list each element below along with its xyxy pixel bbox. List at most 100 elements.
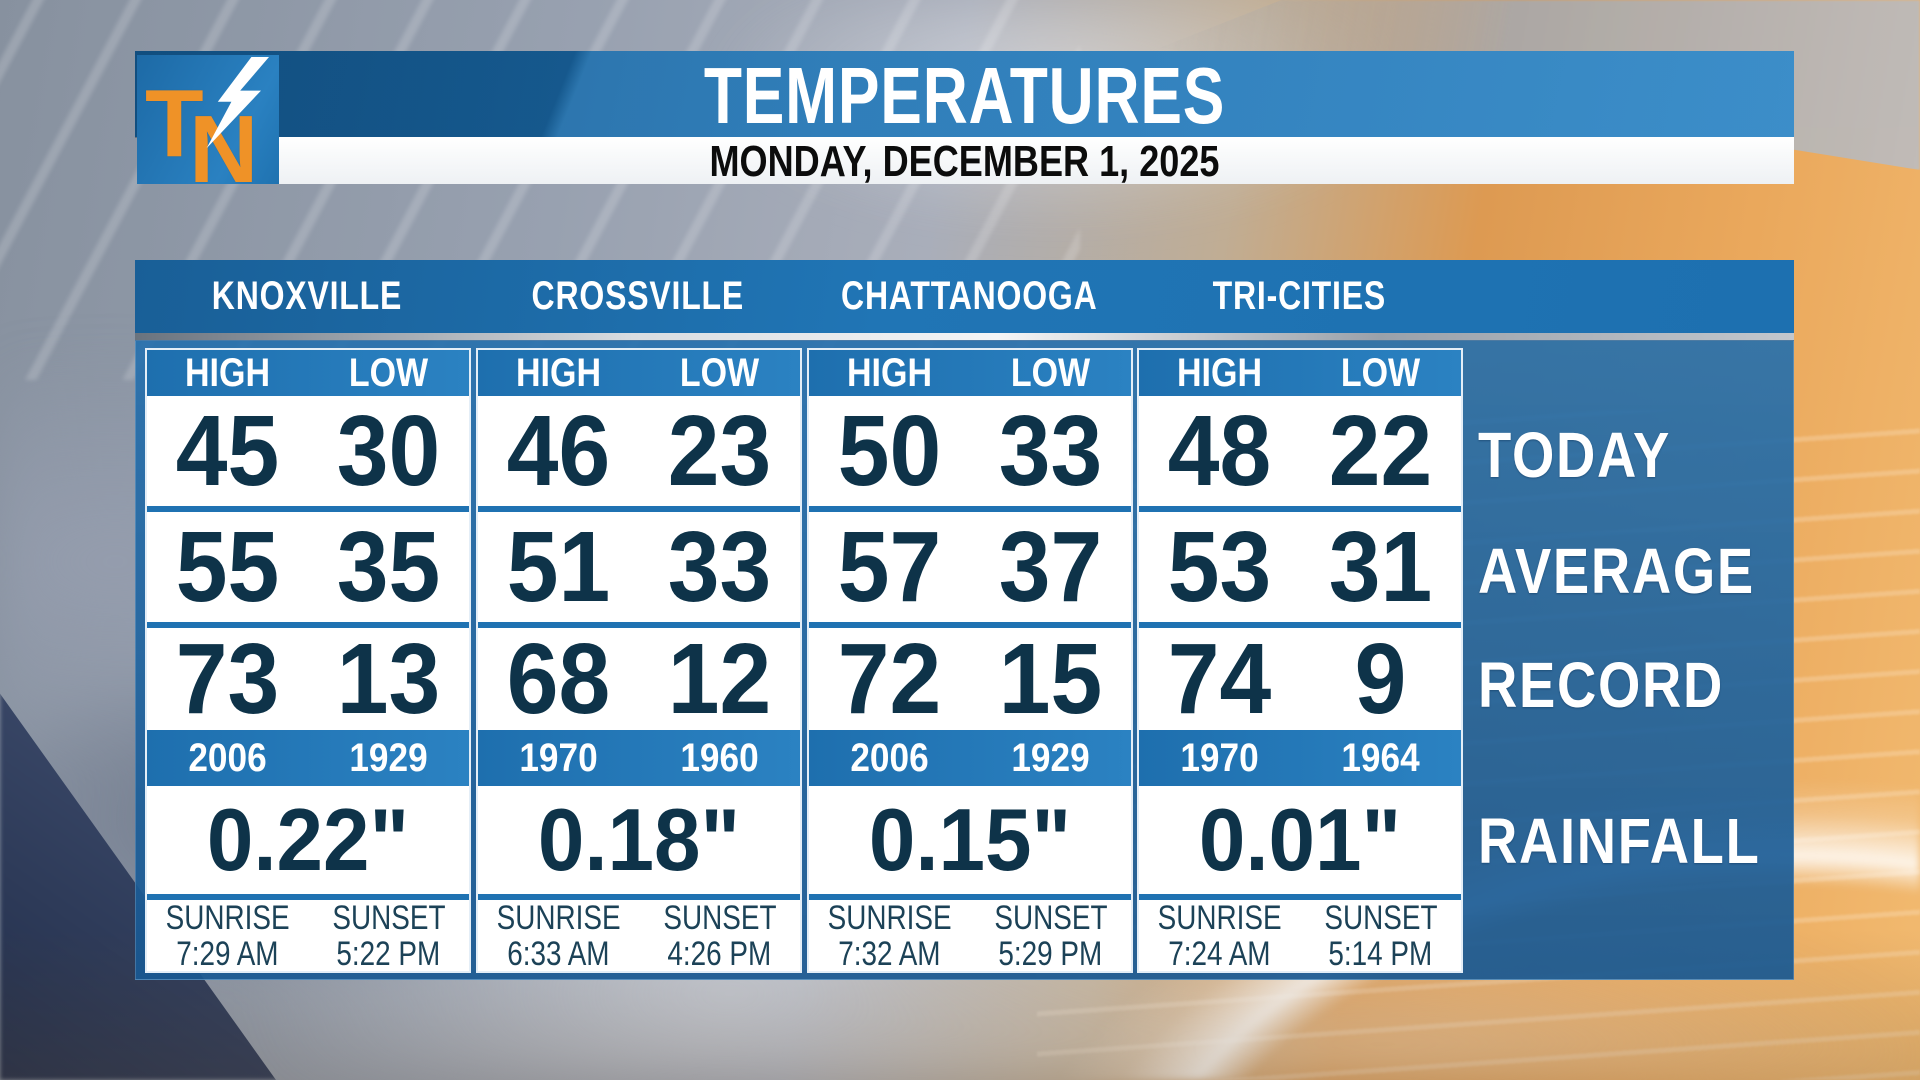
sunrise-time: 7:29 AM — [176, 934, 279, 973]
today-row: 46 23 — [478, 396, 800, 506]
city-name-knoxville: KNOXVILLE — [144, 260, 470, 333]
average-row: 53 31 — [1139, 512, 1461, 622]
sunrise-label: SUNRISE — [827, 898, 952, 937]
average-low-value: 33 — [667, 511, 772, 623]
average-low-value: 35 — [336, 511, 441, 623]
city-name-label: KNOXVILLE — [211, 274, 403, 318]
record-high-value: 73 — [175, 623, 280, 735]
average-high-value: 53 — [1167, 511, 1272, 623]
today-high-value: 45 — [175, 395, 280, 507]
sunset-time: 4:26 PM — [667, 934, 772, 973]
weather-panel: TEMPERATURES MONDAY, DECEMBER 1, 2025 T … — [135, 51, 1794, 980]
rainfall-value: 0.01" — [1198, 790, 1402, 889]
date-strip — [279, 137, 1794, 184]
sunrise-time: 7:32 AM — [838, 934, 941, 973]
sunset-cell: SUNSET 5:14 PM — [1300, 900, 1461, 971]
sunset-cell: SUNSET 5:29 PM — [970, 900, 1131, 971]
city-names-bar: KNOXVILLE CROSSVILLE CHATTANOOGA TRI-CIT… — [135, 260, 1794, 333]
record-low-year: 1929 — [349, 735, 428, 780]
row-label-record: RECORD — [1478, 649, 1724, 721]
record-high-year: 1970 — [519, 735, 598, 780]
city-name-tri-cities: TRI-CITIES — [1136, 260, 1462, 333]
sunset-label: SUNSET — [331, 898, 446, 937]
today-high-value: 50 — [837, 395, 942, 507]
record-row: 73 13 — [147, 628, 469, 730]
record-years-row: 2006 1929 — [809, 730, 1131, 786]
sunset-label: SUNSET — [662, 898, 777, 937]
row-divider — [478, 622, 800, 628]
sun-row: SUNRISE 7:24 AM SUNSET 5:14 PM — [1139, 900, 1461, 971]
low-header-label: LOW — [348, 350, 429, 395]
city-column-knoxville: HIGH LOW 45 30 55 35 73 13 2006 1929 0.2… — [145, 348, 471, 973]
sunrise-time: 6:33 AM — [507, 934, 610, 973]
shine-divider — [135, 333, 1794, 340]
high-low-header: HIGH LOW — [478, 350, 800, 396]
record-row: 74 9 — [1139, 628, 1461, 730]
record-low-value: 9 — [1354, 623, 1407, 735]
row-divider — [809, 622, 1131, 628]
record-row: 68 12 — [478, 628, 800, 730]
row-divider — [147, 894, 469, 900]
record-high-year: 2006 — [188, 735, 267, 780]
record-low-value: 15 — [998, 623, 1103, 735]
record-low-value: 13 — [336, 623, 441, 735]
record-low-year: 1960 — [680, 735, 759, 780]
rainfall-value: 0.15" — [868, 790, 1072, 889]
row-label-today: TODAY — [1478, 419, 1671, 491]
record-years-row: 1970 1964 — [1139, 730, 1461, 786]
average-low-value: 37 — [998, 511, 1103, 623]
sun-row: SUNRISE 6:33 AM SUNSET 4:26 PM — [478, 900, 800, 971]
today-high-value: 48 — [1167, 395, 1272, 507]
sunrise-label: SUNRISE — [496, 898, 621, 937]
row-label-average: AVERAGE — [1478, 535, 1755, 607]
high-header-label: HIGH — [516, 350, 601, 395]
date-text: MONDAY, DECEMBER 1, 2025 — [709, 137, 1220, 186]
today-high-value: 46 — [506, 395, 611, 507]
record-low-year: 1964 — [1341, 735, 1420, 780]
high-low-header: HIGH LOW — [1139, 350, 1461, 396]
row-divider — [478, 894, 800, 900]
record-high-value: 68 — [506, 623, 611, 735]
high-header-label: HIGH — [1177, 350, 1262, 395]
today-row: 48 22 — [1139, 396, 1461, 506]
sunset-time: 5:22 PM — [336, 934, 441, 973]
sunset-label: SUNSET — [1323, 898, 1438, 937]
city-name-chattanooga: CHATTANOOGA — [806, 260, 1132, 333]
station-logo: T N — [137, 55, 279, 198]
record-high-value: 72 — [837, 623, 942, 735]
sunset-cell: SUNSET 5:22 PM — [308, 900, 469, 971]
average-low-value: 31 — [1328, 511, 1433, 623]
rainfall-value: 0.18" — [537, 790, 741, 889]
city-name-label: CHATTANOOGA — [840, 274, 1098, 318]
record-high-year: 1970 — [1180, 735, 1259, 780]
lightning-bolt-icon — [206, 57, 269, 149]
sun-row: SUNRISE 7:32 AM SUNSET 5:29 PM — [809, 900, 1131, 971]
row-divider — [147, 506, 469, 512]
logo-letter-t: T — [145, 70, 204, 177]
sunrise-label: SUNRISE — [165, 898, 290, 937]
high-header-label: HIGH — [847, 350, 932, 395]
average-high-value: 55 — [175, 511, 280, 623]
record-low-year: 1929 — [1011, 735, 1090, 780]
row-divider — [1139, 506, 1461, 512]
today-low-value: 33 — [998, 395, 1103, 507]
sunrise-time: 7:24 AM — [1168, 934, 1271, 973]
row-divider — [809, 894, 1131, 900]
sunset-time: 5:29 PM — [998, 934, 1103, 973]
record-years-row: 2006 1929 — [147, 730, 469, 786]
city-name-label: TRI-CITIES — [1212, 274, 1386, 318]
low-header-label: LOW — [1340, 350, 1421, 395]
row-label-rainfall: RAINFALL — [1478, 805, 1761, 877]
average-row: 57 37 — [809, 512, 1131, 622]
today-low-value: 22 — [1328, 395, 1433, 507]
sunrise-label: SUNRISE — [1157, 898, 1282, 937]
city-column-chattanooga: HIGH LOW 50 33 57 37 72 15 2006 1929 0.1… — [807, 348, 1133, 973]
today-row: 45 30 — [147, 396, 469, 506]
header-bar — [135, 51, 1794, 137]
average-high-value: 57 — [837, 511, 942, 623]
low-header-label: LOW — [679, 350, 760, 395]
data-grid: HIGH LOW 45 30 55 35 73 13 2006 1929 0.2… — [135, 340, 1794, 980]
city-column-crossville: HIGH LOW 46 23 51 33 68 12 1970 1960 0.1… — [476, 348, 802, 973]
today-low-value: 30 — [336, 395, 441, 507]
record-years-row: 1970 1960 — [478, 730, 800, 786]
